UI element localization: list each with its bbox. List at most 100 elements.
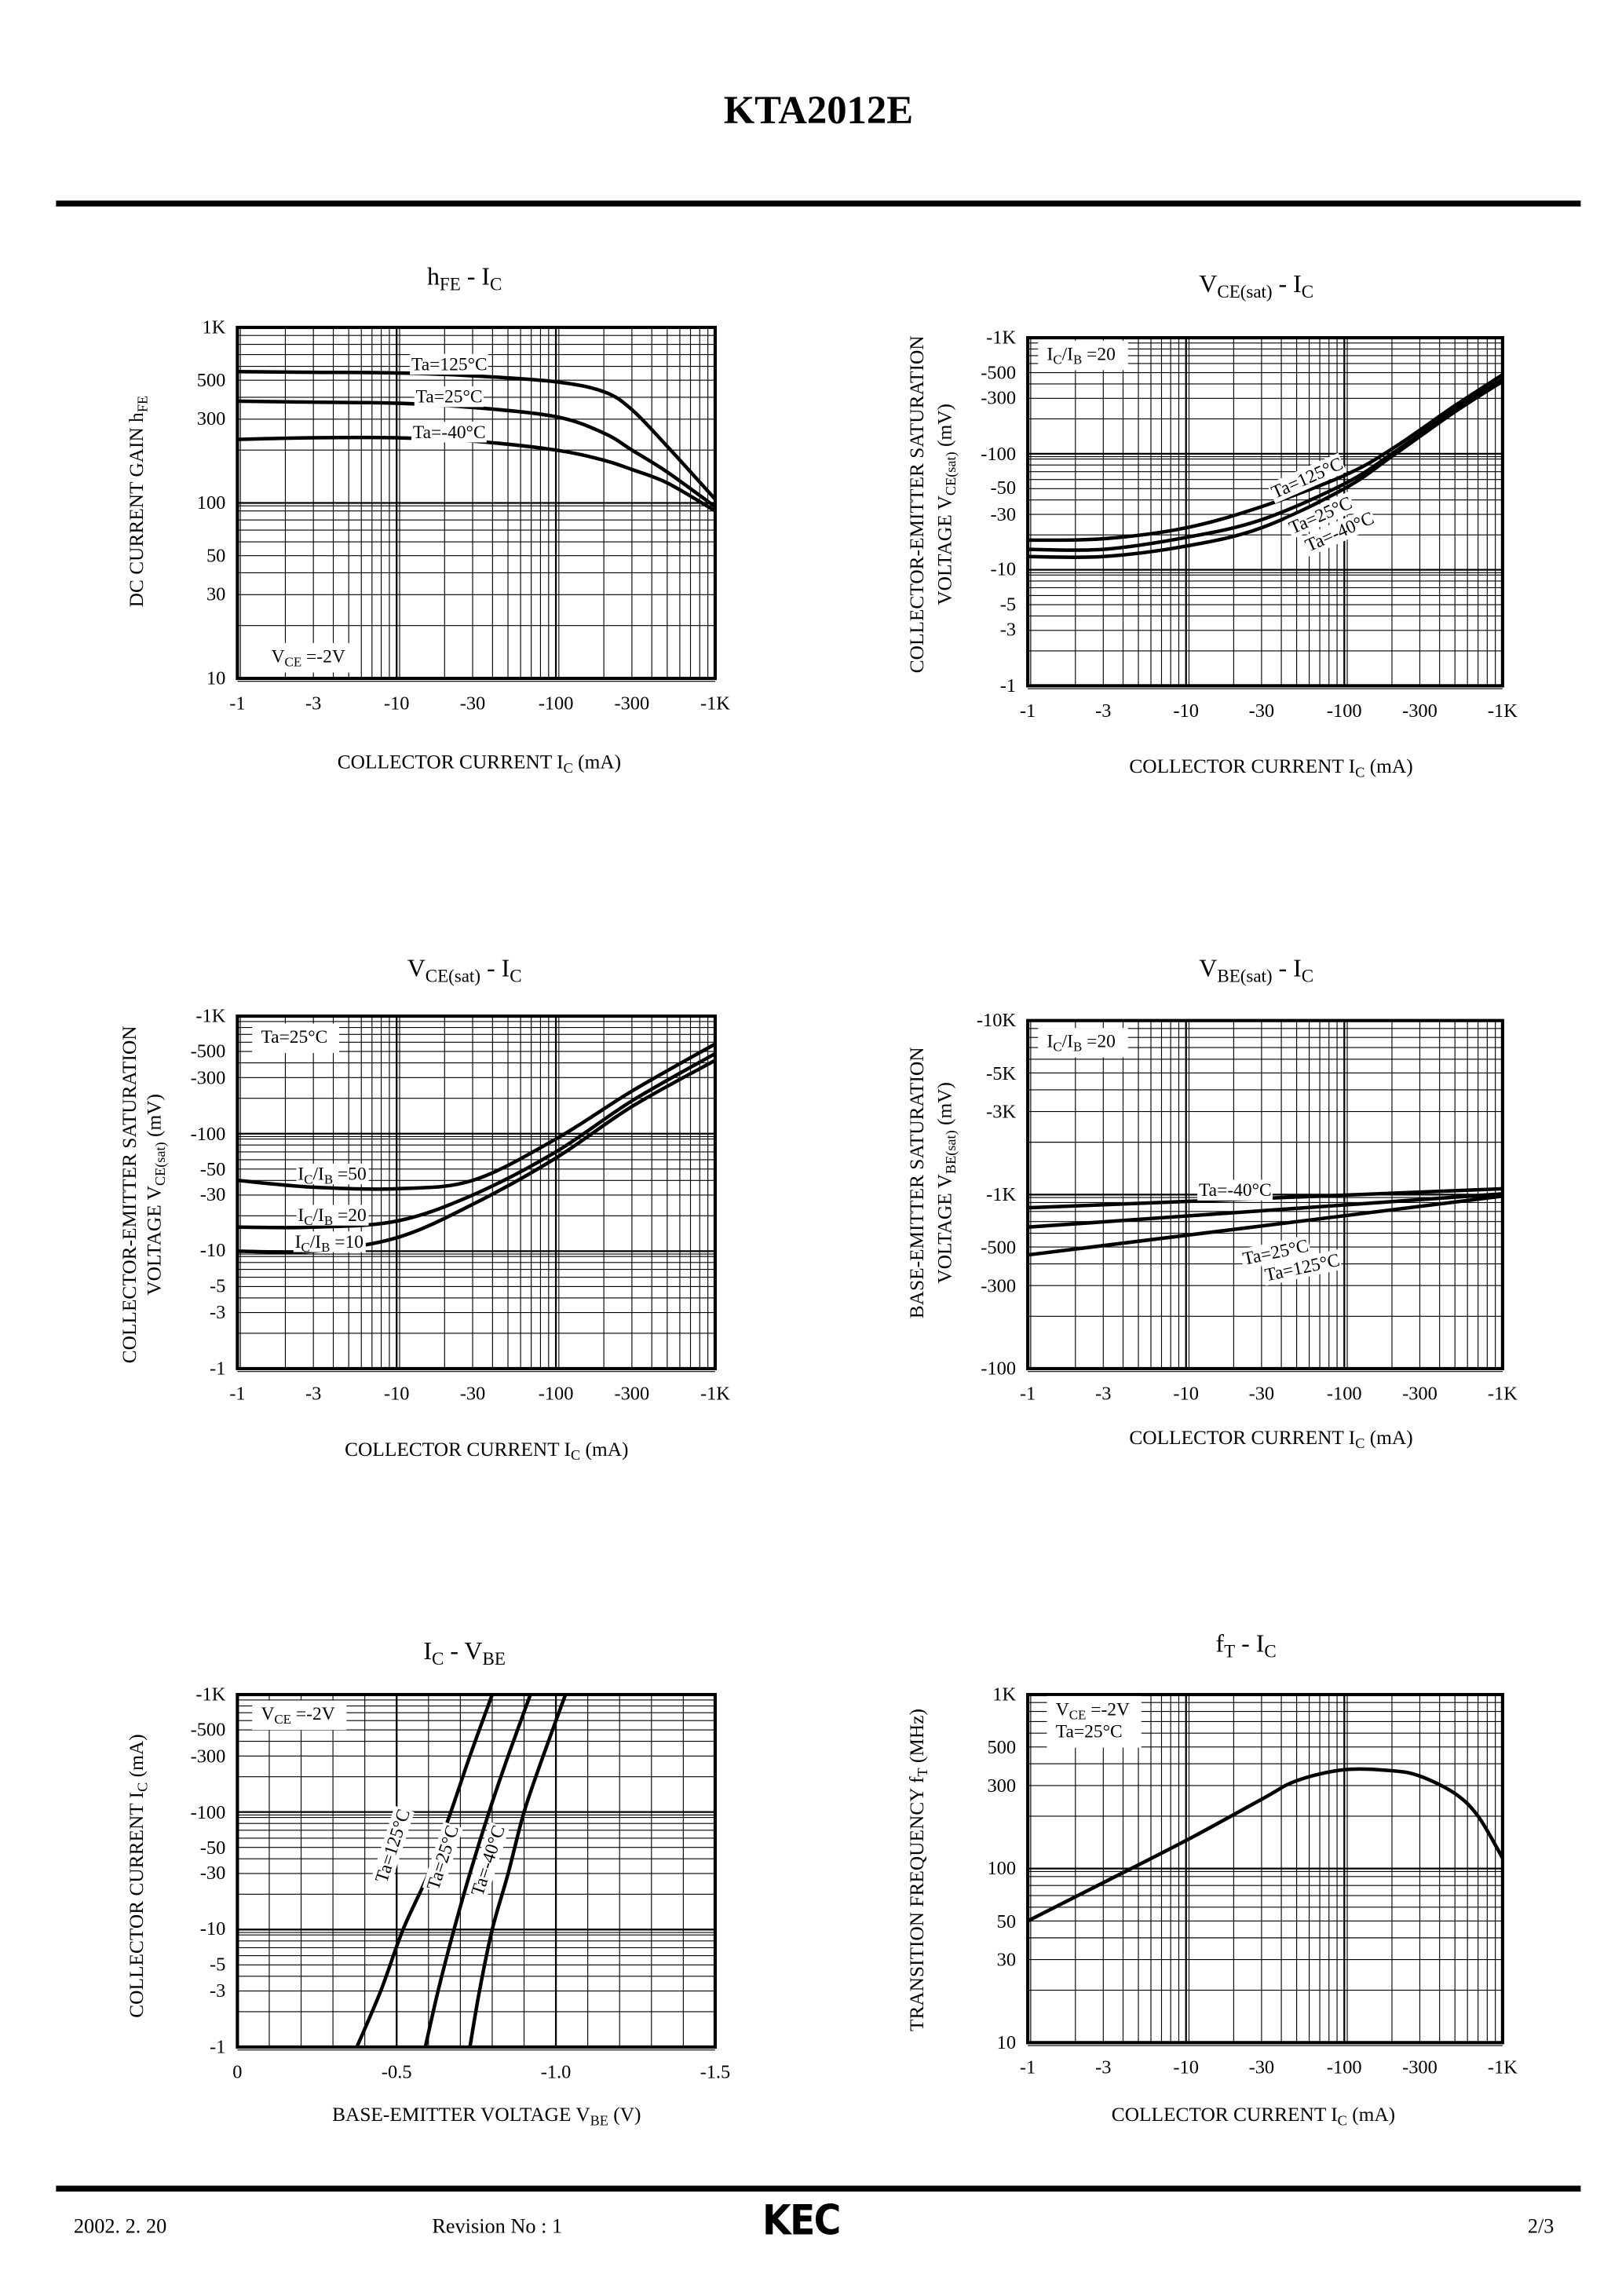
subscript-text: CE [284,654,302,670]
x-tick-label: -1K [1487,2056,1518,2078]
y-tick-label: -3 [209,1300,226,1323]
text-segment: /I [1061,1030,1074,1052]
text-segment: /I [312,1163,324,1185]
text-segment: V [407,954,426,982]
text-segment: - I [460,262,490,291]
text-segment: COLLECTOR-EMITTER SATURATION [118,1026,141,1364]
text-segment: /I [1061,343,1074,364]
subscript-text: C [1301,965,1314,986]
subscript-text: C [1053,1039,1062,1055]
y-tick-label: 300 [987,1773,1017,1797]
x-tick-label: -1 [1019,2056,1036,2078]
y-tick-label: 30 [996,1947,1017,1970]
x-tick-label: -3 [1095,699,1112,722]
chart-5-title: IC - VBE [423,1637,506,1669]
text-segment: (mV) [933,404,956,452]
y-axis-label: BASE-EMITTER SATURATION [905,1047,929,1318]
series-label: Ta=-40°C [411,422,488,443]
subscript-text: CE [1069,1707,1087,1723]
x-tick-label: -30 [1248,1381,1275,1405]
subscript-text: BE(sat) [943,1130,960,1175]
subscript-text: C [1355,765,1365,782]
condition-box: VCE =-2V [252,1700,347,1731]
series-label: Ta=125°C [1266,452,1348,504]
text-segment: BASE-EMITTER SATURATION [905,1047,928,1319]
x-tick-label: -30 [1248,2056,1275,2078]
text-segment: (mA) [572,751,622,773]
plot-frame [1026,336,1504,688]
y-axis-label: VOLTAGE VBE(sat) (mV) [933,1082,960,1284]
kec-logo: KEC [762,2195,841,2245]
series-label: IC/IB =20 [296,1205,368,1227]
text-segment: (mA) [1364,1426,1413,1449]
series-label: IC/IB =50 [296,1163,368,1186]
subscript-text: T [1224,1640,1236,1662]
grid [236,327,715,682]
y-tick-label: -50 [199,1835,226,1858]
y-tick-label: -10 [199,1239,226,1262]
x-tick-label: -10 [1173,2056,1199,2078]
y-tick-label: -30 [199,1183,226,1206]
text-segment: COLLECTOR-EMITTER SATURATION [905,335,928,674]
x-tick-label: -100 [538,1381,574,1405]
y-tick-label: -1K [986,326,1017,349]
x-tick-label: -1 [229,691,246,715]
series-line-1 [1027,1767,1504,1923]
subscript-text: C [301,1239,310,1255]
text-segment: V [1199,954,1218,982]
y-tick-label: -1K [986,1183,1017,1205]
subscript-text: FE [135,395,152,413]
subscript-text: C [1053,352,1062,367]
text-segment: V [1199,269,1218,298]
text-segment: V [1055,1698,1069,1720]
y-tick-label: -10 [990,558,1017,580]
series-label: Ta=-40°C [466,1821,510,1900]
text-segment: Ta=25°C [1055,1720,1123,1742]
series-label: IC/IB =10 [293,1231,365,1255]
y-tick-label: 30 [206,583,226,605]
x-tick-label: -300 [1402,1381,1438,1405]
series-line-1 [1028,373,1504,543]
subscript-text: BE [482,1648,506,1669]
chart-1-title: hFE - IC [427,262,502,293]
y-tick-label: 100 [196,491,226,514]
text-segment: BASE-EMITTER VOLTAGE V [332,2103,590,2126]
x-tick-label: -1K [700,1381,730,1405]
text-segment: Ta=25°C [261,1026,328,1047]
subscript-text: CE(sat) [943,452,960,496]
y-tick-label: -5 [209,1274,226,1297]
x-tick-label: -300 [1402,699,1438,722]
x-tick-label: -3 [305,691,322,715]
x-tick-label: -100 [1326,1381,1362,1405]
condition-text: IC/IB =20 [1047,1030,1116,1055]
text-segment: (mV) [933,1082,956,1131]
x-tick-label: -10 [1173,699,1199,722]
y-tick-label: 10 [206,666,226,689]
condition-text: VCE =-2V [271,645,345,670]
footer-revision: Revision No : 1 [432,2216,563,2239]
text-segment: (V) [608,2103,641,2126]
x-tick-label: -3 [1095,1381,1112,1405]
text-segment: - I [1235,1629,1265,1658]
text-segment: =20 [1082,1030,1116,1052]
x-tick-label: -1K [1487,699,1518,722]
y-tick-label: -3 [999,618,1017,641]
x-axis-label: COLLECTOR CURRENT IC (mA) [1112,2103,1395,2128]
text-segment: I [1047,1030,1054,1052]
subscript-text: C [135,1782,152,1792]
text-segment: /I [309,1231,322,1252]
series-label: Ta=-40°C [1197,1179,1273,1201]
series-line-2 [237,399,717,509]
text-segment: V [271,645,285,667]
text-segment: =20 [333,1205,367,1226]
subscript-text: C [432,1648,444,1669]
condition-text: Ta=25°C [261,1026,327,1048]
y-tick-label: 100 [987,1856,1017,1879]
y-tick-label: -300 [190,1744,226,1767]
x-tick-label: -30 [459,691,486,715]
plot-frame [236,325,717,681]
series-line-2 [1028,377,1504,552]
